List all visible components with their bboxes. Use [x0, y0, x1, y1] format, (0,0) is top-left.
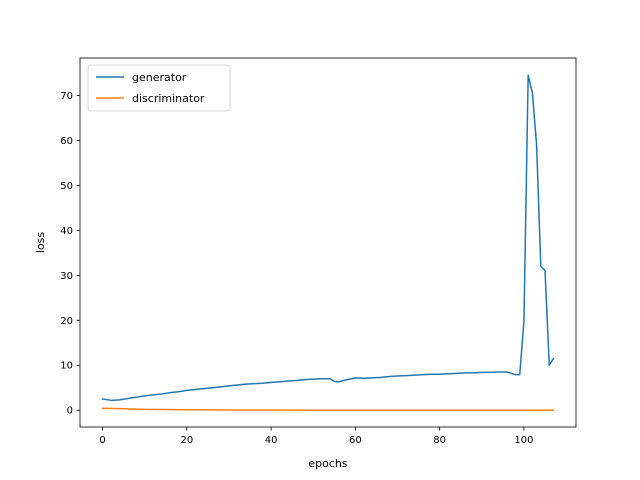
plot-background: [80, 58, 576, 427]
y-tick-label: 60: [60, 136, 73, 147]
plot-area: [80, 58, 576, 427]
y-tick-label: 40: [60, 226, 73, 237]
y-tick-label: 10: [60, 361, 73, 372]
legend-label-discriminator: discriminator: [132, 92, 205, 105]
y-tick-label: 70: [60, 91, 73, 102]
axes-layer: 0 20 40 60 80 100 0 10 20 30 40 50 60 70: [60, 57, 577, 446]
y-tick-label: 0: [67, 406, 73, 417]
x-tick-label: 40: [265, 435, 278, 446]
series-layer: [101, 74, 555, 411]
legend: generator discriminator: [87, 64, 231, 112]
x-tick-label: 100: [514, 435, 533, 446]
y-tick-label: 20: [60, 316, 73, 327]
legend-label-generator: generator: [132, 71, 187, 84]
series-line-generator: [101, 74, 555, 402]
y-axis-label: loss: [34, 232, 47, 254]
x-tick-label: 20: [180, 435, 193, 446]
series-line-discriminator: [101, 407, 555, 411]
axes-frame: [79, 57, 577, 428]
x-tick-label: 80: [433, 435, 446, 446]
y-tick-label: 30: [60, 271, 73, 282]
y-tick-label: 50: [60, 181, 73, 192]
x-tick-label: 0: [99, 435, 105, 446]
x-tick-label: 60: [349, 435, 362, 446]
x-axis-label: epochs: [308, 457, 347, 470]
